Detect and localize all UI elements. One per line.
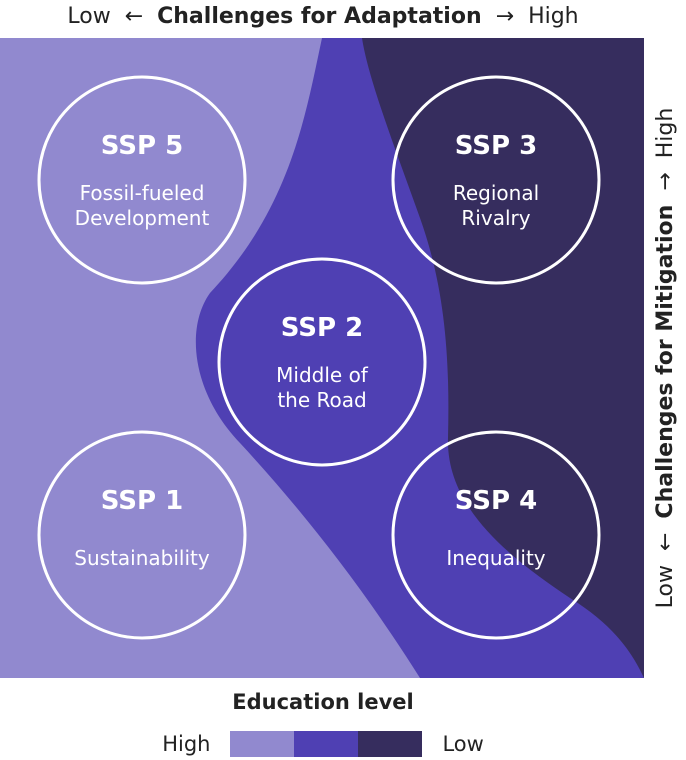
scenario-title: SSP 2 [281,313,363,343]
up-arrow-icon: → [652,172,678,191]
adaptation-high-label: High [528,3,579,29]
mitigation-axis-title: Challenges for Mitigation [652,204,678,519]
scenario-label-line: Middle of [276,363,369,387]
scenario-ssp1: SSP 1 Sustainability [37,430,247,640]
scenario-title: SSP 4 [455,486,537,516]
right-arrow-icon: → [495,3,515,29]
low-education-region [362,38,644,678]
scenario-circle [391,75,601,285]
scenario-label-line: Development [75,206,210,230]
legend-high-label: High [162,732,211,756]
legend-swatch-mid [294,731,359,757]
education-legend: High Low [0,730,646,758]
scenario-circle [391,430,601,640]
scenario-title: SSP 5 [101,131,183,161]
legend-low-label: Low [442,732,484,756]
adaptation-axis: Low ← Challenges for Adaptation → High [0,0,646,32]
scenario-label-line: Rivalry [461,206,530,230]
mitigation-axis: Low ← Challenges for Mitigation → High [644,38,686,678]
scenario-circle [37,430,247,640]
legend-swatch-high [230,731,295,757]
scenario-label-line: Regional [453,181,539,205]
scenario-title: SSP 1 [101,486,183,516]
scenario-ssp4: SSP 4 Inequality [391,430,601,640]
legend-title: Education level [232,690,414,714]
mitigation-high-label: High [652,107,678,159]
adaptation-low-label: Low [67,3,111,29]
mitigation-low-label: Low [652,565,678,609]
scenario-label-line: Fossil-fueled [80,181,205,205]
legend-swatch-low [358,731,423,757]
scenario-label-line: the Road [277,388,366,412]
scenario-circle [37,75,247,285]
scenario-label-line: Sustainability [74,546,210,570]
adaptation-axis-title: Challenges for Adaptation [157,3,482,29]
down-arrow-icon: ← [652,532,678,551]
scenario-label-line: Inequality [446,546,545,570]
left-arrow-icon: ← [124,3,144,29]
scenario-title: SSP 3 [455,131,537,161]
scenario-circle [217,257,427,467]
